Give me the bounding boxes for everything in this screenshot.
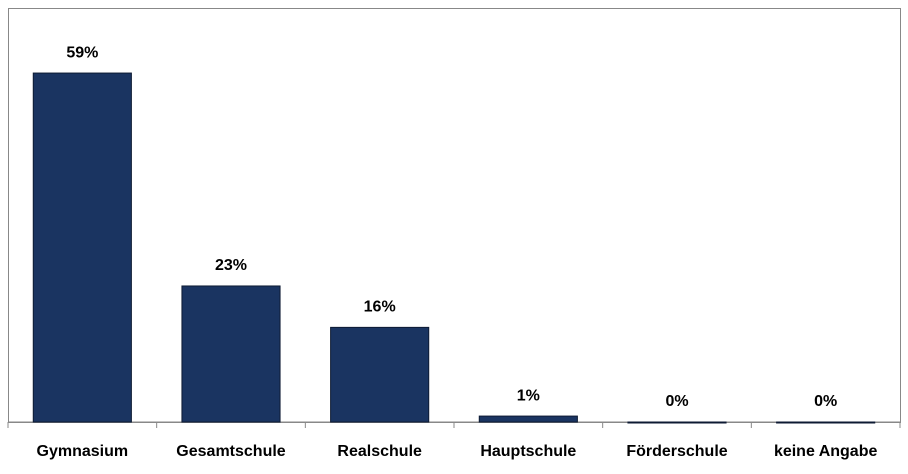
data-label: 59%	[66, 44, 98, 61]
data-label: 1%	[517, 387, 540, 404]
bar	[478, 415, 578, 423]
bar	[330, 326, 430, 423]
x-tick-label: Realschule	[337, 443, 422, 460]
bar	[32, 72, 132, 423]
data-label: 0%	[814, 393, 837, 410]
x-tick-label: keine Angabe	[774, 443, 878, 460]
data-label: 0%	[665, 393, 688, 410]
x-tick-label: Hauptschule	[480, 443, 576, 460]
plot-frame	[8, 8, 901, 423]
bar	[776, 421, 876, 424]
bar	[627, 421, 727, 424]
data-label: 23%	[215, 257, 247, 274]
x-tick-label: Gesamtschule	[176, 443, 285, 460]
x-tick-label: Förderschule	[626, 443, 727, 460]
bar	[181, 285, 281, 423]
data-label: 16%	[364, 299, 396, 316]
x-tick-label: Gymnasium	[37, 443, 129, 460]
